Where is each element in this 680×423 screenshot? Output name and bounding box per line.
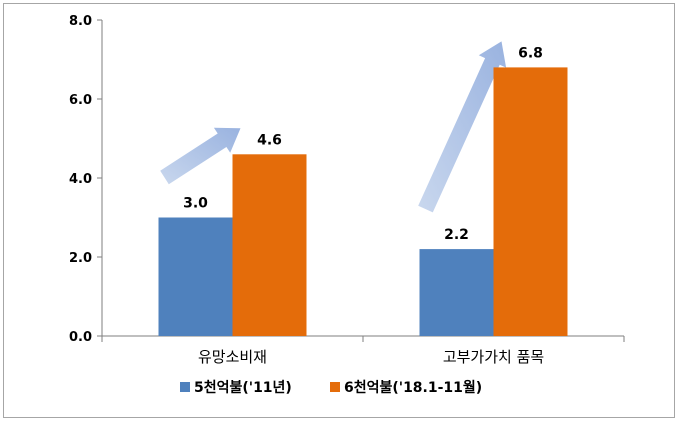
growth-arrow (418, 41, 507, 213)
bar (158, 217, 233, 336)
y-tick-label: 4.0 (69, 172, 92, 187)
y-tick-label: 8.0 (69, 14, 92, 29)
bar (419, 249, 494, 336)
legend-swatch (180, 382, 190, 392)
chart-bars (158, 67, 568, 337)
x-tick-label: 고부가가치 품목 (443, 348, 544, 366)
growth-arrows (160, 41, 507, 213)
y-tick-label: 0.0 (69, 330, 92, 345)
data-label: 6.8 (518, 45, 543, 61)
data-label: 2.2 (444, 227, 469, 243)
legend-label: 5천억불('11년) (194, 380, 292, 396)
data-labels: 3.0 4.6 2.2 6.8 (183, 45, 543, 243)
y-tick-label: 2.0 (69, 251, 92, 266)
bar (493, 67, 568, 337)
bar (232, 154, 307, 336)
x-tick-label: 유망소비재 (198, 348, 267, 366)
data-label: 3.0 (183, 196, 208, 212)
y-tick-label: 6.0 (69, 93, 92, 108)
legend-swatch (330, 382, 340, 392)
data-label: 4.6 (257, 132, 282, 148)
legend-label: 6천억불('18.1-11월) (344, 379, 482, 396)
growth-arrow (160, 127, 241, 185)
legend: 5천억불('11년) 6천억불('18.1-11월) (180, 379, 482, 396)
